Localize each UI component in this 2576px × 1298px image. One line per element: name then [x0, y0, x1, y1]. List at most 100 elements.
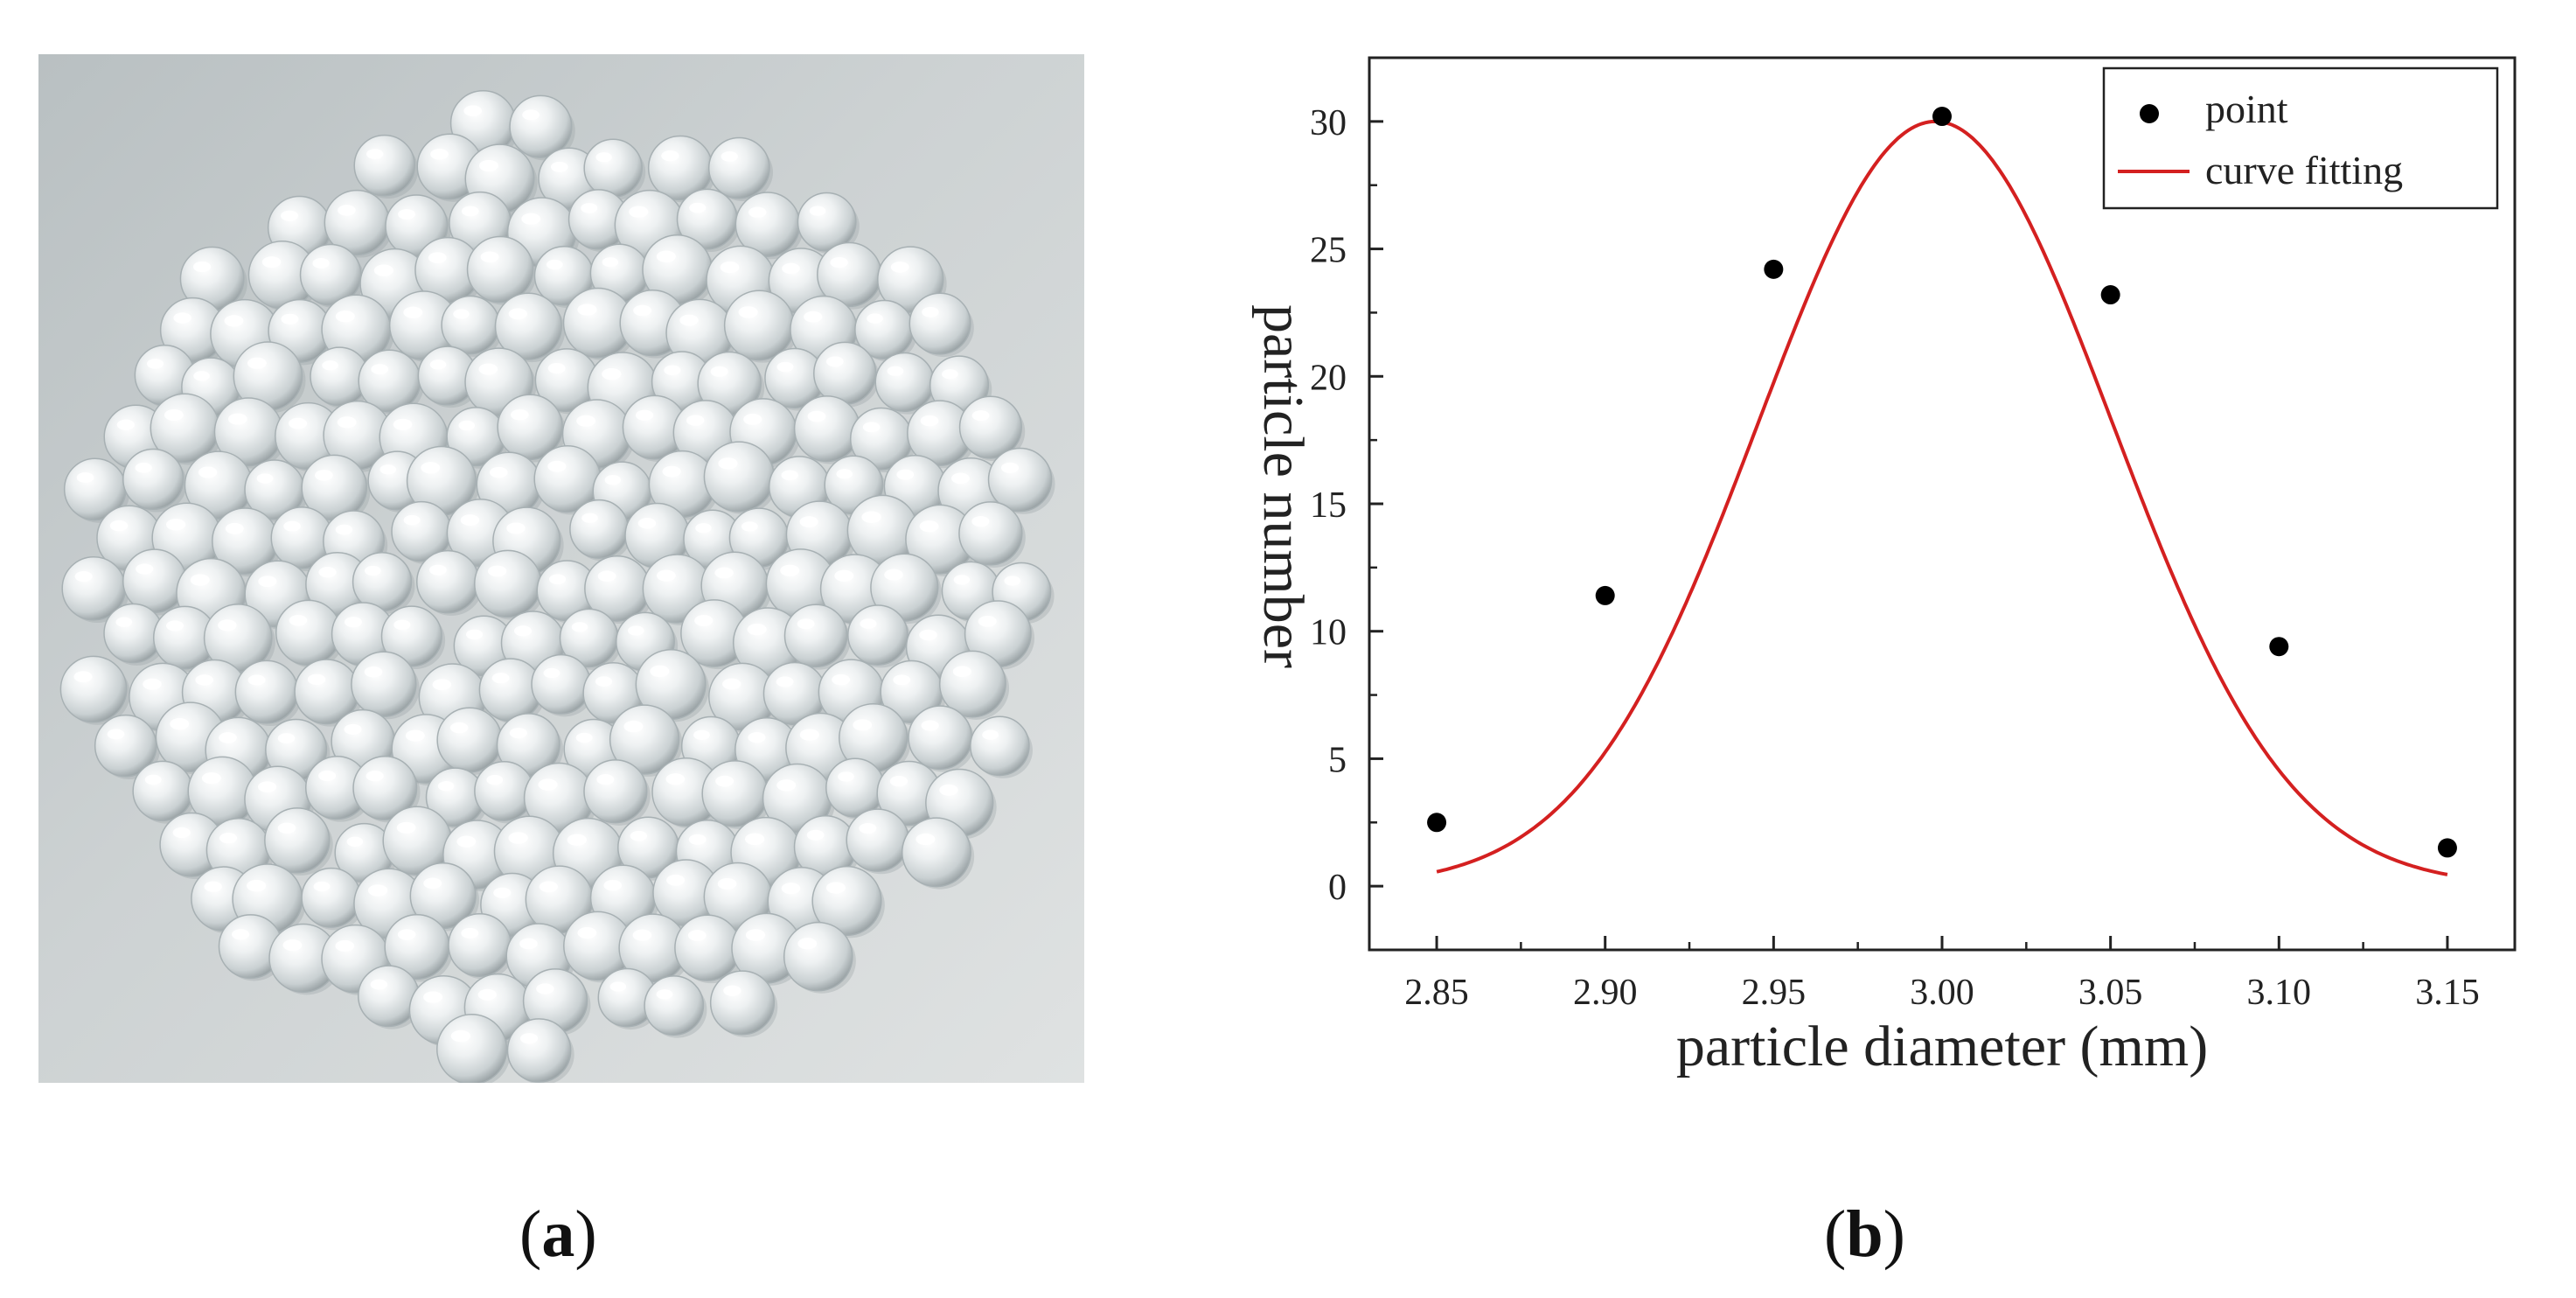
- glass-bead: [958, 501, 1023, 566]
- bead-highlight: [371, 364, 389, 375]
- bead-highlight: [920, 415, 939, 427]
- bead-highlight: [921, 720, 939, 731]
- bead-highlight: [366, 149, 384, 159]
- bead-highlight: [635, 409, 654, 421]
- bead-highlight: [116, 419, 135, 430]
- bead-highlight: [893, 674, 911, 686]
- bead-highlight: [338, 205, 356, 216]
- bead-highlight: [379, 464, 397, 475]
- bead-highlight: [313, 881, 331, 892]
- bead-highlight: [830, 256, 848, 269]
- bead-highlight: [809, 206, 826, 216]
- bead-highlight: [491, 673, 510, 684]
- bead-highlight: [76, 472, 94, 483]
- bead-highlight: [630, 830, 648, 841]
- glass-bead: [847, 604, 909, 666]
- bead-highlight: [135, 462, 152, 473]
- bead-highlight: [539, 881, 559, 893]
- bead-highlight: [478, 363, 498, 375]
- bead-highlight: [193, 371, 210, 381]
- glass-bead: [441, 295, 500, 355]
- bead-highlight: [493, 887, 512, 898]
- glass-bead: [122, 448, 184, 511]
- glass-bead: [583, 759, 648, 824]
- bead-highlight: [461, 927, 479, 939]
- bead-highlight: [74, 570, 93, 583]
- bead-highlight: [723, 985, 741, 996]
- data-point: [1427, 813, 1447, 833]
- glass-bead: [59, 655, 128, 723]
- glass-bead: [793, 395, 860, 463]
- bead-highlight: [277, 822, 296, 834]
- bead-highlight: [637, 518, 657, 529]
- glass-bead: [132, 760, 193, 822]
- bead-highlight: [547, 460, 567, 472]
- x-tick-label: 3.00: [1910, 973, 1974, 1013]
- glass-bead: [723, 290, 795, 361]
- bead-highlight: [916, 833, 936, 846]
- bead-highlight: [853, 719, 873, 731]
- bead-highlight: [547, 362, 566, 374]
- glass-bead: [436, 707, 503, 773]
- bead-highlight: [581, 513, 598, 523]
- glass-bead: [436, 1014, 508, 1083]
- bead-highlight: [449, 722, 469, 734]
- bead-highlight: [367, 884, 388, 897]
- bead-highlight: [115, 617, 133, 627]
- bead-highlight: [143, 678, 162, 690]
- glass-bead: [813, 341, 877, 405]
- bead-highlight: [781, 883, 801, 895]
- bead-highlight: [718, 457, 738, 470]
- bead-highlight: [776, 779, 797, 792]
- bead-highlight: [458, 420, 476, 431]
- legend-point-marker: [2140, 104, 2159, 123]
- bead-highlight: [318, 567, 337, 578]
- bead-highlight: [364, 666, 383, 678]
- bead-highlight: [460, 514, 480, 527]
- bead-highlight: [747, 623, 767, 636]
- data-point: [2100, 285, 2120, 305]
- bead-highlight: [192, 261, 212, 273]
- bead-highlight: [741, 521, 758, 532]
- bead-highlight: [603, 879, 623, 891]
- bead-highlight: [465, 629, 484, 640]
- bead-highlight: [695, 523, 712, 534]
- bead-highlight: [428, 564, 447, 576]
- bead-highlight: [173, 312, 191, 324]
- bead-highlight: [277, 733, 296, 743]
- bead-highlight: [170, 717, 190, 730]
- x-tick-label: 2.90: [1573, 973, 1638, 1013]
- bead-highlight: [506, 522, 526, 534]
- y-tick-label: 10: [1310, 613, 1347, 653]
- bead-highlight: [836, 469, 853, 479]
- bead-highlight: [609, 981, 627, 992]
- bead-highlight: [247, 357, 267, 369]
- bead-highlight: [289, 614, 308, 626]
- bead-highlight: [629, 206, 649, 218]
- bead-highlight: [144, 774, 162, 785]
- bead-highlight: [246, 879, 267, 892]
- bead-highlight: [450, 1029, 471, 1043]
- bead-highlight: [860, 618, 877, 629]
- glass-bead: [970, 715, 1030, 777]
- bead-highlight: [576, 415, 596, 427]
- bead-highlight: [782, 262, 800, 275]
- bead-highlight: [201, 772, 221, 785]
- bead-highlight: [745, 929, 766, 941]
- glass-bead: [644, 975, 705, 1036]
- bead-highlight: [195, 674, 214, 686]
- bead-highlight: [508, 832, 528, 844]
- bead-highlight: [806, 829, 825, 841]
- bead-highlight: [859, 823, 877, 834]
- bead-highlight: [595, 676, 613, 687]
- bead-highlight: [463, 105, 483, 117]
- bead-highlight: [896, 469, 915, 480]
- glass-bead: [846, 808, 909, 872]
- bead-highlight: [337, 416, 357, 429]
- bead-highlight: [224, 315, 244, 327]
- bead-highlight: [335, 524, 353, 535]
- bead-highlight: [971, 410, 990, 422]
- bead-highlight: [804, 311, 823, 323]
- bead-highlight: [693, 729, 710, 740]
- bead-highlight: [577, 304, 597, 316]
